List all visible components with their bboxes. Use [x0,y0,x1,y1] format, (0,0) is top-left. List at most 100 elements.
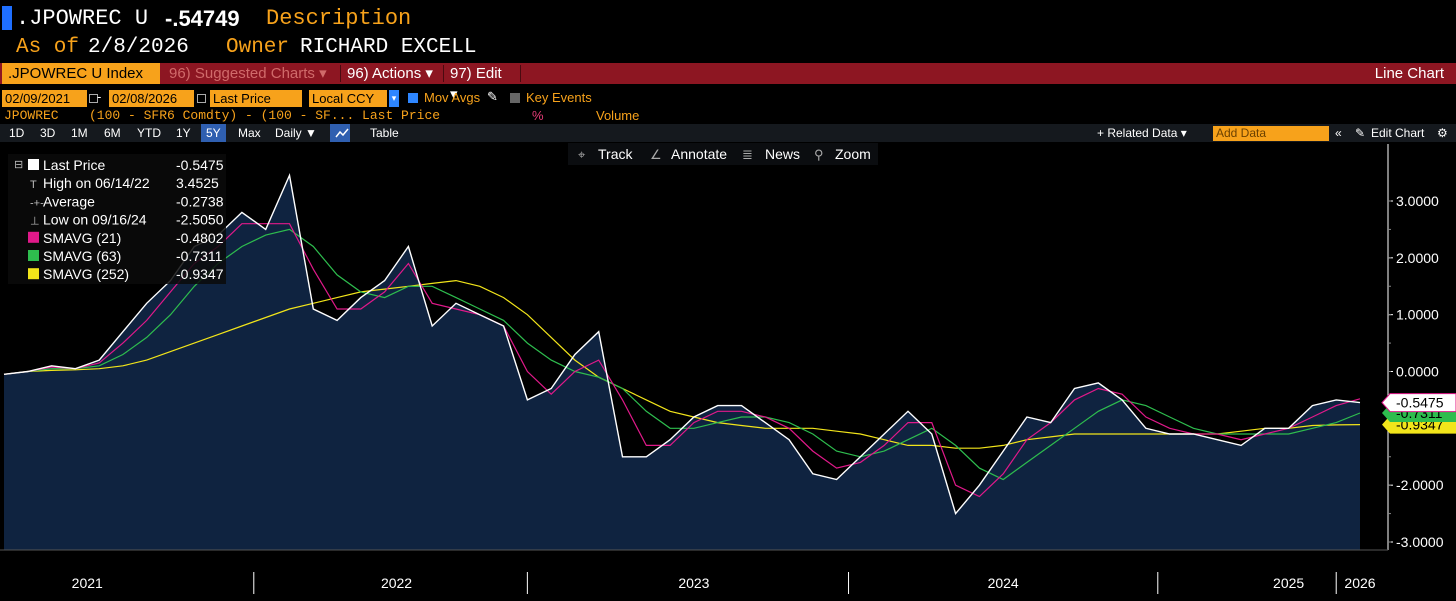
legend-box [8,154,226,284]
suggested-charts-menu[interactable]: 96) Suggested Charts ▾ [169,65,327,82]
chart-type-menu[interactable]: Line Chart [1374,65,1444,82]
series-line-smavg-21 [3,223,1361,498]
owner-label: Owner [226,36,290,59]
legend-item[interactable]: SMAVG (252) -0.9347 [28,266,224,282]
volume-label: Volume [596,108,640,123]
collapse-legend-icon[interactable]: ⊟ [14,159,23,171]
series-line-smavg-252 [3,279,1361,449]
legend-item[interactable]: Last Price -0.5475 [28,157,224,173]
legend-value: -2.5050 [176,212,224,228]
key-events-checkbox[interactable] [510,93,520,103]
news-button[interactable]: News [765,146,800,162]
legend-item[interactable]: T High on 06/14/22 3.4525 [30,175,219,191]
x-tick-label: 2024 [988,575,1019,591]
right-value-label: -0.5475 [1381,393,1456,413]
date-range-dash: - [97,89,102,104]
period-3d[interactable]: 3D [40,126,56,140]
legend-label: SMAVG (21) [43,230,121,246]
crosshair-icon[interactable]: ⌖ [578,147,586,162]
edit-chart-button[interactable]: Edit Chart [1371,126,1425,140]
annotate-icon[interactable]: ∠ [650,147,662,162]
legend-item[interactable]: ⊥ Low on 09/16/24 -2.5050 [30,212,224,228]
last-value: -.54749 [165,6,240,31]
legend-item[interactable]: SMAVG (21) -0.4802 [28,230,224,246]
x-tick-label: 2026 [1344,575,1375,591]
period-max[interactable]: Max [238,126,261,140]
calendar-icon[interactable] [197,94,206,103]
period-1m[interactable]: 1M [71,126,88,140]
frequency-select[interactable]: Daily ▼ [275,126,317,140]
x-tick-label: 2023 [678,575,709,591]
start-date-field[interactable]: 02/09/2021 [2,90,87,107]
menu-separator [340,65,341,82]
description-label[interactable]: Description [266,6,412,31]
gear-icon[interactable]: ⚙ [1437,126,1448,140]
news-icon[interactable]: ≣ [742,147,753,162]
line-chart-icon[interactable] [330,124,350,142]
legend-swatch [28,250,39,261]
related-data-button[interactable]: + Related Data ▾ [1097,126,1187,140]
menu-bar: .JPOWREC U Index 96) Suggested Charts ▾ … [0,63,1456,103]
legend-value: 3.4525 [176,175,219,191]
legend-value: -0.2738 [176,193,224,209]
period-5y[interactable]: 5Y [201,124,226,142]
legend-label: Last Price [43,157,105,173]
add-data-input[interactable]: Add Data [1213,126,1329,141]
x-tick-label: 2022 [381,575,412,591]
period-1y[interactable]: 1Y [176,126,191,140]
legend-label: Low on 09/16/24 [43,212,147,228]
zoom-icon[interactable]: ⚲ [814,147,824,162]
asof-date: 2/8/2026 [88,36,189,59]
legend-marker-icon: ⊥ [30,216,40,228]
table-button[interactable]: Table [370,126,399,140]
x-tick-label: 2025 [1273,575,1304,591]
y-tick-label: 0.0000 [1396,364,1439,380]
legend-marker-icon: -+- [30,197,44,209]
end-date-field[interactable]: 02/08/2026 [109,90,194,107]
edit-menu[interactable]: 97) Edit ▾ [450,65,502,103]
legend-swatch [28,268,39,280]
chart-legend: Last Price -0.5475 T High on 06/14/22 3.4525… [8,154,226,284]
legend-swatch [28,231,39,243]
y-tick-label: -3.0000 [1396,534,1444,550]
field-select[interactable]: Last Price [210,90,302,107]
asof-label: As of [16,36,80,59]
period-1d[interactable]: 1D [9,126,25,140]
collapse-icon[interactable]: « [1335,126,1342,140]
percent-symbol: % [532,108,544,123]
legend-item[interactable]: -+- Average -0.2738 [30,193,224,209]
line-chart[interactable]: ⌖ Track ∠ Annotate ≣ News ⚲ Zoom Last Pr… [0,142,1456,601]
legend-value: -0.9347 [176,266,224,282]
track-button[interactable]: Track [598,146,633,162]
index-menu[interactable]: .JPOWREC U Index [2,63,160,84]
legend-value: -0.5475 [176,157,224,173]
key-events-label[interactable]: Key Events [526,90,592,105]
legend-value: -0.4802 [176,230,224,246]
pencil-icon[interactable]: ✎ [487,89,498,104]
mov-avgs-checkbox[interactable] [408,93,418,103]
calendar-icon[interactable] [89,94,98,103]
annotate-button[interactable]: Annotate [671,146,727,162]
y-tick-label: -2.0000 [1396,477,1444,493]
chart-toolbar: 1D 3D 1M 6M YTD 1Y 5Y Max Daily ▼ Table … [0,124,1456,142]
y-tick-label: 1.0000 [1396,307,1439,323]
currency-select[interactable]: Local CCY [309,90,387,107]
legend-label: SMAVG (252) [43,266,129,282]
period-6m[interactable]: 6M [104,126,121,140]
pencil-icon[interactable]: ✎ [1355,126,1366,140]
ticker-symbol[interactable]: .JPOWREC U [16,6,149,31]
ticker-marker [2,6,12,30]
series-line-last-price [3,173,1361,516]
period-ytd[interactable]: YTD [137,126,161,140]
legend-marker-icon: T [30,179,37,191]
formula-expression: (100 - SFR6 Comdty) - (100 - SF... Last … [89,108,441,123]
mov-avgs-label[interactable]: Mov Avgs [424,90,481,105]
legend-item[interactable]: SMAVG (63) -0.7311 [28,248,223,264]
actions-menu[interactable]: 96) Actions ▾ [347,65,433,82]
menu-separator [443,65,444,82]
legend-swatch [28,159,39,170]
x-axis: 2021 2022 2023 2024 2025 2026 [0,549,1388,594]
price-area [4,175,1360,551]
zoom-button[interactable]: Zoom [835,146,871,162]
chevron-down-icon[interactable]: ▾ [389,90,399,107]
